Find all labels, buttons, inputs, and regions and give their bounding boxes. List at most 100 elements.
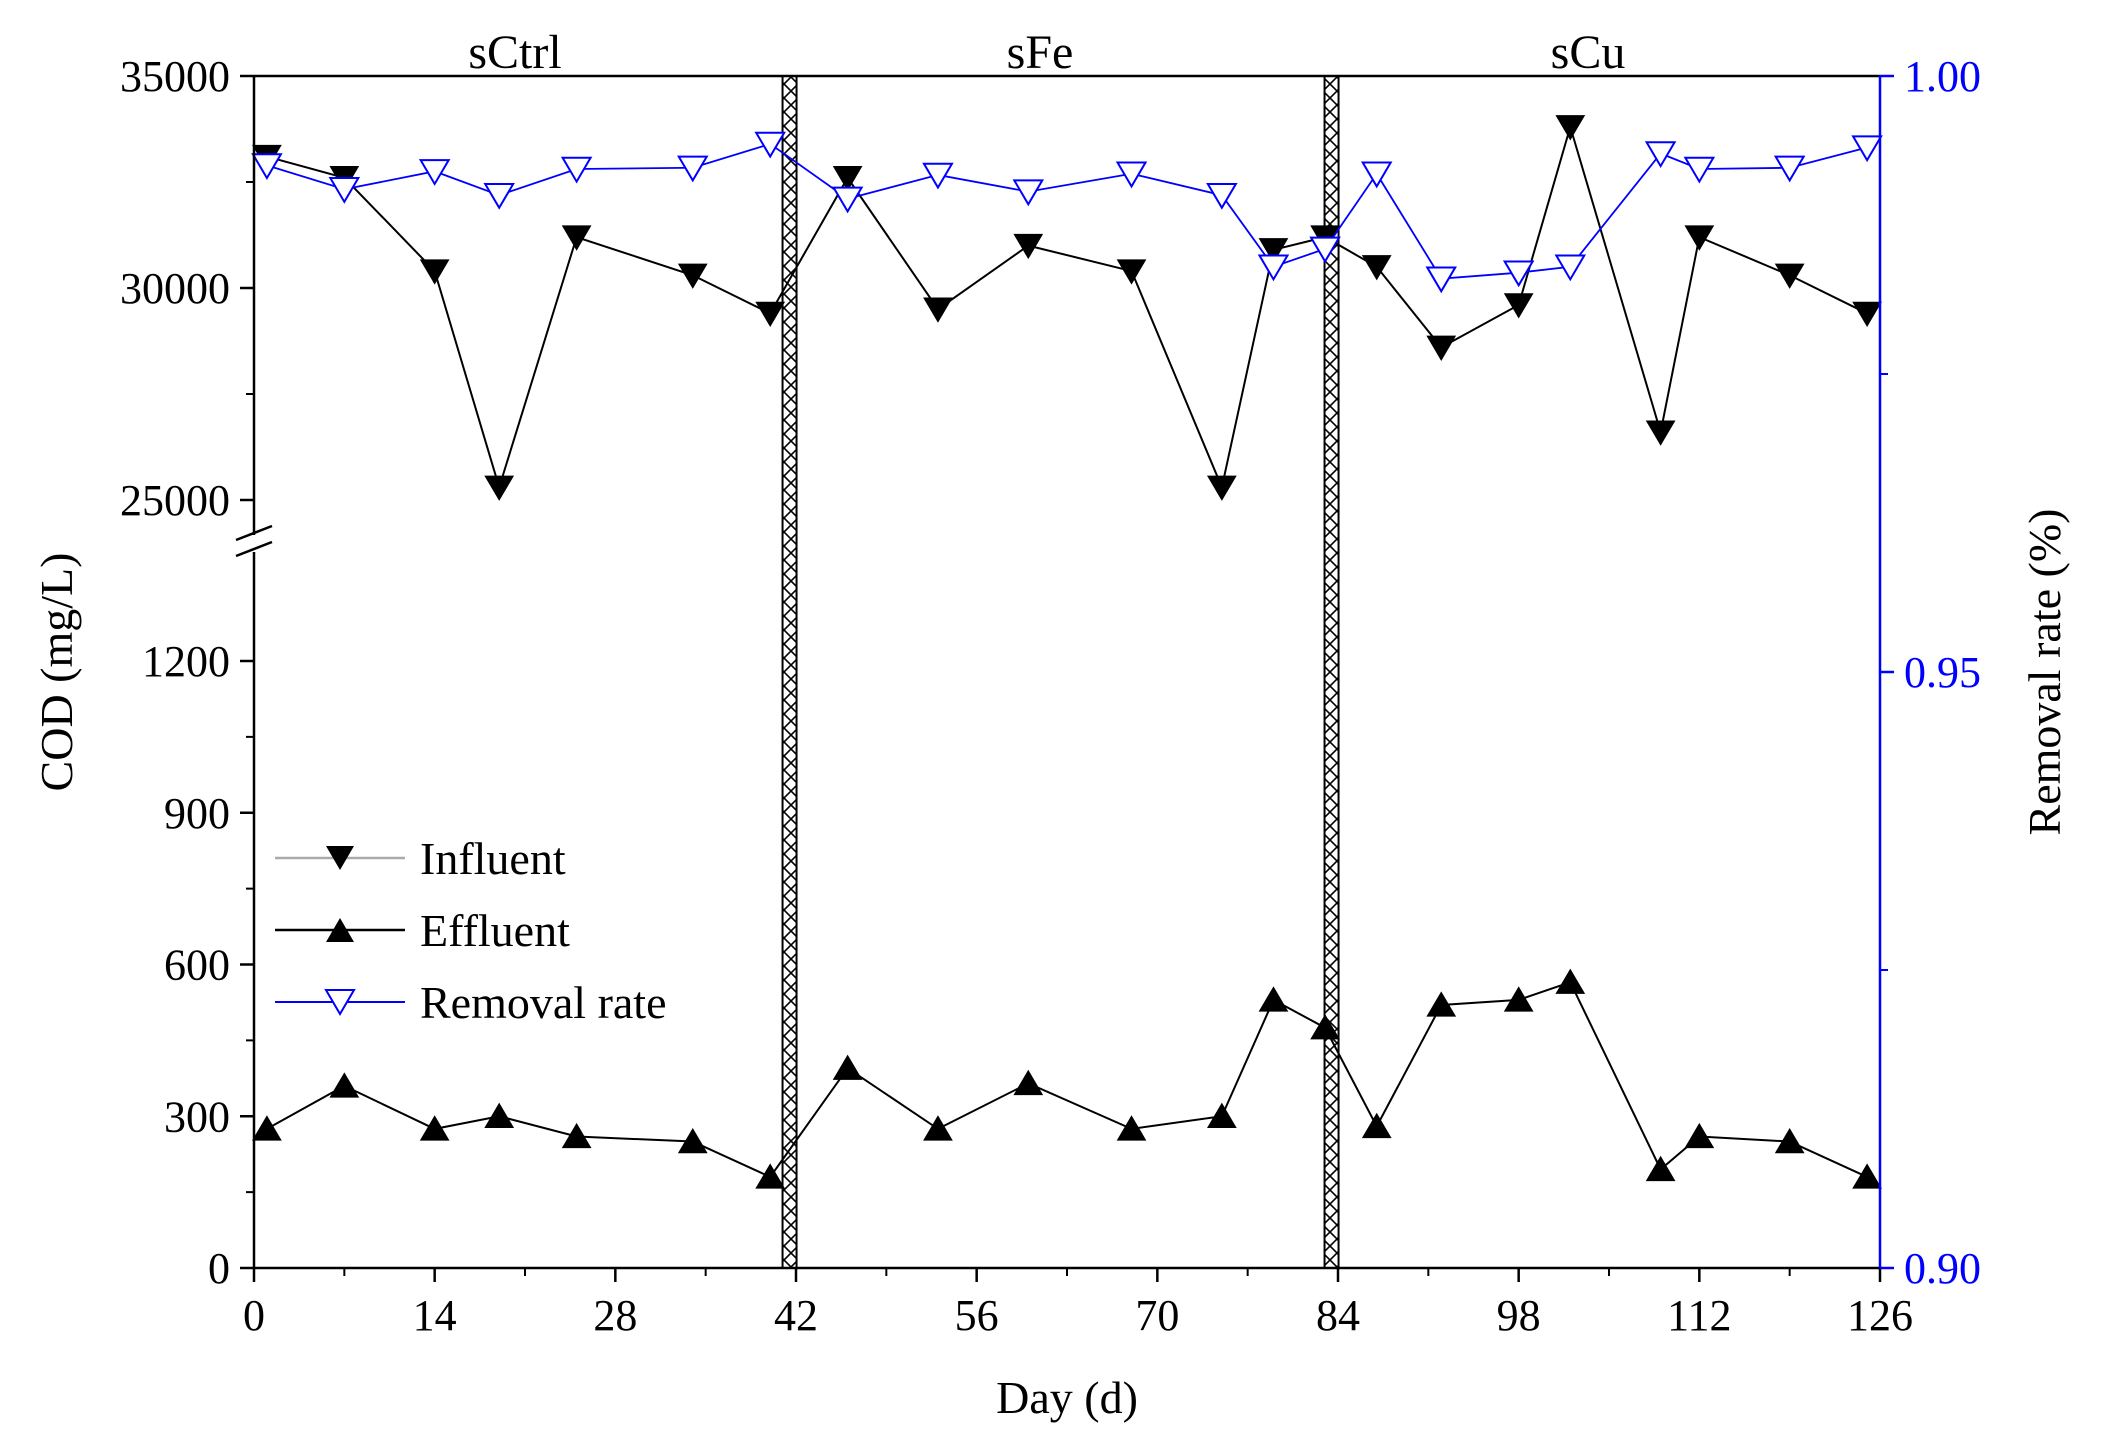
data-point-effluent-6 <box>677 1127 708 1154</box>
phase-labels: sCtrl sFe sCu <box>468 26 1625 79</box>
data-point-removal-rate-8 <box>831 186 864 214</box>
legend-label-removal-rate: Removal rate <box>420 977 667 1028</box>
phase-separators <box>781 75 1340 1269</box>
y-axis-right: 0.90 0.95 1.00 <box>1880 52 1981 1293</box>
data-point-effluent-13 <box>1258 986 1289 1012</box>
data-point-effluent-9 <box>923 1115 953 1141</box>
data-point-effluent-16 <box>1426 991 1457 1017</box>
y-left-tick-label-0: 0 <box>208 1244 230 1293</box>
series-line-removal-rate <box>266 142 1868 280</box>
x-tick-label-56: 56 <box>955 1291 999 1340</box>
data-point-effluent-2 <box>329 1072 360 1098</box>
data-point-removal-rate-17 <box>1502 260 1535 288</box>
x-axis: 0 14 28 42 56 70 84 98 112 126 <box>243 1268 1913 1340</box>
x-tick-label-112: 112 <box>1667 1291 1731 1340</box>
legend-marker-removal-rate <box>324 989 356 1016</box>
series-line-effluent <box>266 980 1868 1179</box>
data-point-removal-rate-19 <box>1644 141 1677 169</box>
series-line-influent <box>266 123 1868 491</box>
y-right-tick-label-0.90: 0.90 <box>1904 1244 1981 1293</box>
legend-item-influent: Influent <box>275 833 566 884</box>
data-point-effluent-17 <box>1503 986 1534 1012</box>
plot-frame <box>235 74 1882 1270</box>
data-point-effluent-7 <box>755 1163 786 1189</box>
data-point-removal-rate-21 <box>1773 155 1806 183</box>
data-point-influent-3 <box>419 259 450 285</box>
data-point-influent-18 <box>1555 115 1586 141</box>
data-point-removal-rate-18 <box>1554 254 1587 282</box>
data-point-removal-rate-3 <box>418 159 451 186</box>
data-point-effluent-20 <box>1684 1122 1715 1149</box>
data-point-influent-4 <box>484 475 515 501</box>
data-point-effluent-4 <box>484 1102 515 1128</box>
series-influent <box>252 115 1882 501</box>
x-tick-label-126: 126 <box>1847 1291 1913 1340</box>
data-point-removal-rate-13 <box>1257 254 1290 282</box>
phase-label-sfe: sFe <box>1007 26 1074 79</box>
axis-break-mark-lower <box>235 540 273 558</box>
data-point-influent-22 <box>1852 301 1882 328</box>
data-point-removal-rate-14 <box>1309 236 1341 264</box>
data-point-influent-6 <box>677 263 708 289</box>
series-removal-rate <box>251 131 1883 294</box>
data-point-effluent-8 <box>832 1054 863 1080</box>
x-tick-label-42: 42 <box>774 1291 818 1340</box>
data-point-influent-17 <box>1503 293 1534 319</box>
data-point-effluent-3 <box>419 1115 450 1141</box>
data-point-effluent-15 <box>1361 1112 1392 1139</box>
data-point-influent-10 <box>1013 233 1044 260</box>
data-point-effluent-12 <box>1206 1102 1237 1128</box>
legend-label-effluent: Effluent <box>420 905 570 956</box>
data-point-influent-13 <box>1258 238 1289 264</box>
x-tick-label-70: 70 <box>1135 1291 1179 1340</box>
data-point-removal-rate-16 <box>1425 266 1457 294</box>
y-left-tick-label-1200: 1200 <box>142 637 230 686</box>
x-tick-label-28: 28 <box>593 1291 637 1340</box>
data-point-influent-12 <box>1206 475 1237 501</box>
data-point-influent-21 <box>1774 263 1805 289</box>
data-point-removal-rate-10 <box>1012 179 1045 207</box>
data-point-influent-9 <box>923 297 953 323</box>
x-axis-title: Day (d) <box>996 1372 1138 1423</box>
y-axis-left: 25000 30000 35000 0 300 600 900 1200 <box>120 52 254 1293</box>
data-point-removal-rate-4 <box>483 183 515 210</box>
x-tick-label-98: 98 <box>1497 1291 1541 1340</box>
data-point-effluent-5 <box>561 1122 592 1149</box>
data-point-influent-5 <box>561 225 592 251</box>
x-tick-label-14: 14 <box>413 1291 457 1340</box>
data-point-removal-rate-22 <box>1851 135 1883 163</box>
y-left-tick-label-25000: 25000 <box>120 476 230 525</box>
y-axis-left-title: COD (mg/L) <box>31 553 82 792</box>
data-point-effluent-1 <box>252 1115 282 1141</box>
axis-break-mark-upper <box>235 524 273 542</box>
y-axis-right-title: Removal rate (%) <box>2019 509 2070 836</box>
data-point-effluent-11 <box>1116 1115 1147 1141</box>
legend-item-removal-rate: Removal rate <box>275 977 667 1028</box>
data-point-removal-rate-1 <box>251 153 283 180</box>
phase-separator-1 <box>781 75 798 1269</box>
legend-item-effluent: Effluent <box>275 905 570 956</box>
data-point-influent-19 <box>1645 420 1676 446</box>
x-tick-label-84: 84 <box>1316 1291 1360 1340</box>
data-point-removal-rate-6 <box>677 155 709 183</box>
y-right-tick-label-0.95: 0.95 <box>1904 648 1981 697</box>
legend: Influent Effluent Removal rate <box>275 833 667 1028</box>
data-point-influent-15 <box>1361 255 1392 281</box>
legend-label-influent: Influent <box>420 833 566 884</box>
data-point-removal-rate-12 <box>1206 183 1238 210</box>
y-left-tick-label-900: 900 <box>164 789 230 838</box>
data-point-removal-rate-11 <box>1115 161 1148 189</box>
phase-label-sctrl: sCtrl <box>468 26 561 79</box>
data-point-removal-rate-7 <box>754 131 786 159</box>
legend-marker-effluent <box>326 918 354 942</box>
data-point-effluent-10 <box>1013 1069 1044 1096</box>
x-tick-label-0: 0 <box>243 1291 265 1340</box>
data-point-effluent-22 <box>1852 1163 1882 1189</box>
y-left-tick-label-600: 600 <box>164 941 230 990</box>
y-right-tick-label-1.00: 1.00 <box>1904 52 1981 101</box>
data-point-removal-rate-5 <box>560 156 593 184</box>
data-point-effluent-14 <box>1310 1014 1340 1040</box>
data-point-removal-rate-2 <box>328 177 361 204</box>
data-point-removal-rate-15 <box>1360 161 1393 189</box>
